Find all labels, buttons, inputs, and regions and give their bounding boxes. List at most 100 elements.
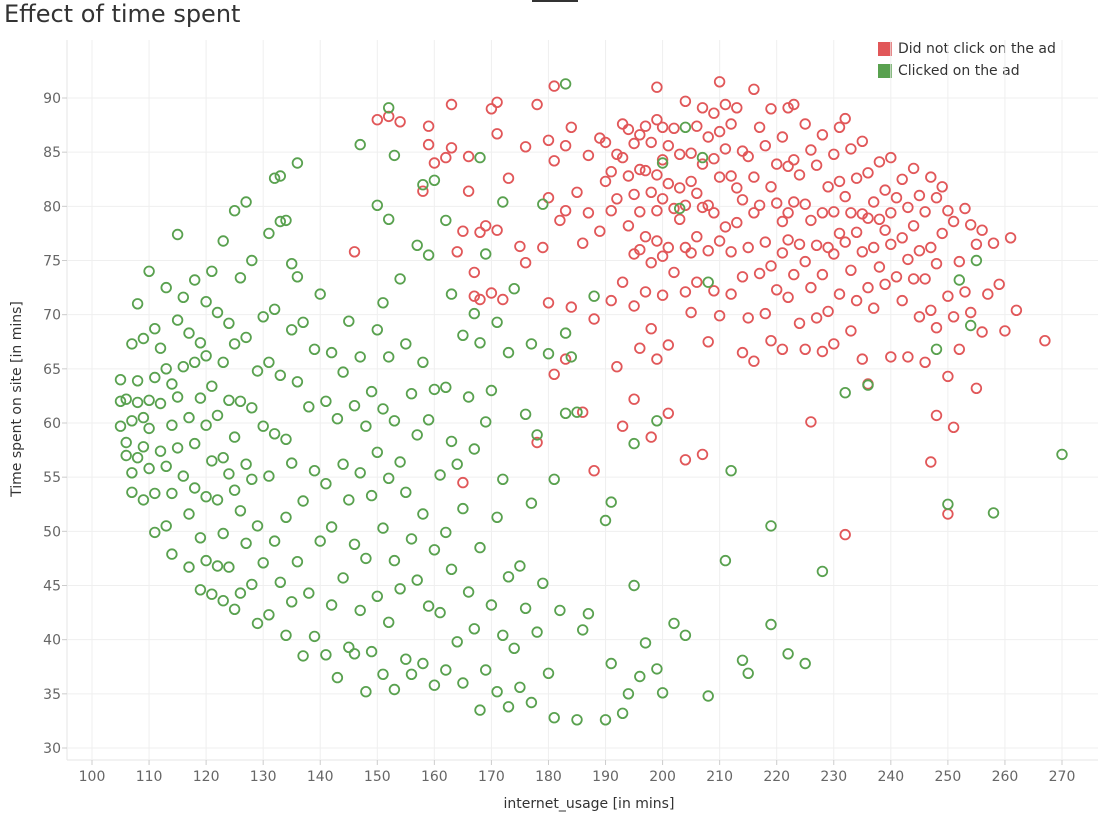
- point-not-clicked[interactable]: [616, 118, 629, 130]
- point-clicked[interactable]: [126, 486, 138, 499]
- point-clicked[interactable]: [365, 385, 378, 398]
- point-not-clicked[interactable]: [708, 207, 720, 219]
- point-not-clicked[interactable]: [662, 139, 675, 152]
- point-clicked[interactable]: [451, 636, 463, 648]
- point-clicked[interactable]: [508, 642, 520, 655]
- point-clicked[interactable]: [548, 473, 560, 486]
- point-not-clicked[interactable]: [965, 219, 977, 231]
- point-not-clicked[interactable]: [748, 207, 760, 219]
- point-clicked[interactable]: [200, 296, 212, 308]
- point-clicked[interactable]: [440, 526, 452, 539]
- point-not-clicked[interactable]: [497, 293, 509, 306]
- point-not-clicked[interactable]: [976, 224, 988, 236]
- point-clicked[interactable]: [725, 465, 737, 477]
- point-clicked[interactable]: [497, 473, 509, 486]
- point-clicked[interactable]: [183, 327, 195, 339]
- point-clicked[interactable]: [211, 560, 224, 572]
- point-clicked[interactable]: [383, 102, 395, 114]
- point-clicked[interactable]: [217, 356, 229, 369]
- point-clicked[interactable]: [297, 495, 309, 507]
- point-clicked[interactable]: [468, 443, 481, 455]
- legend-item-clicked[interactable]: Clicked on the ad: [878, 60, 1056, 82]
- point-not-clicked[interactable]: [651, 235, 663, 247]
- point-not-clicked[interactable]: [822, 181, 834, 193]
- point-not-clicked[interactable]: [691, 276, 703, 288]
- point-clicked[interactable]: [571, 406, 583, 418]
- point-not-clicked[interactable]: [942, 204, 954, 217]
- point-clicked[interactable]: [445, 288, 458, 300]
- point-clicked[interactable]: [428, 679, 441, 691]
- point-clicked[interactable]: [565, 351, 578, 363]
- point-clicked[interactable]: [286, 324, 298, 336]
- point-not-clicked[interactable]: [582, 207, 595, 219]
- point-not-clicked[interactable]: [862, 167, 874, 179]
- point-clicked[interactable]: [166, 487, 178, 500]
- point-not-clicked[interactable]: [902, 351, 914, 363]
- point-not-clicked[interactable]: [942, 290, 954, 302]
- point-clicked[interactable]: [491, 316, 503, 329]
- point-clicked[interactable]: [485, 599, 498, 611]
- point-clicked[interactable]: [149, 371, 161, 384]
- point-not-clicked[interactable]: [907, 220, 920, 232]
- point-clicked[interactable]: [862, 379, 874, 391]
- point-clicked[interactable]: [765, 618, 777, 631]
- point-not-clicked[interactable]: [976, 326, 988, 338]
- point-not-clicked[interactable]: [696, 448, 709, 461]
- point-clicked[interactable]: [114, 395, 127, 408]
- point-clicked[interactable]: [377, 297, 389, 309]
- point-not-clicked[interactable]: [668, 122, 680, 135]
- point-not-clicked[interactable]: [810, 312, 823, 324]
- point-clicked[interactable]: [559, 327, 572, 339]
- point-not-clicked[interactable]: [850, 172, 863, 184]
- point-clicked[interactable]: [440, 381, 452, 394]
- point-clicked[interactable]: [280, 214, 292, 227]
- point-clicked[interactable]: [474, 151, 486, 164]
- point-not-clicked[interactable]: [925, 456, 937, 468]
- point-not-clicked[interactable]: [873, 261, 886, 273]
- point-not-clicked[interactable]: [383, 110, 395, 123]
- point-clicked[interactable]: [166, 548, 178, 560]
- point-clicked[interactable]: [987, 507, 1000, 519]
- point-not-clicked[interactable]: [651, 204, 663, 217]
- point-not-clicked[interactable]: [890, 191, 903, 204]
- point-clicked[interactable]: [149, 526, 161, 539]
- point-not-clicked[interactable]: [742, 312, 754, 324]
- point-not-clicked[interactable]: [645, 257, 657, 269]
- point-not-clicked[interactable]: [474, 226, 486, 239]
- point-not-clicked[interactable]: [719, 98, 732, 111]
- point-clicked[interactable]: [337, 366, 349, 378]
- point-clicked[interactable]: [143, 394, 155, 407]
- point-not-clicked[interactable]: [810, 159, 823, 171]
- point-not-clicked[interactable]: [685, 247, 697, 259]
- point-not-clicked[interactable]: [548, 155, 560, 167]
- point-not-clicked[interactable]: [457, 476, 469, 489]
- point-not-clicked[interactable]: [422, 120, 435, 132]
- point-clicked[interactable]: [325, 599, 338, 611]
- point-not-clicked[interactable]: [833, 227, 846, 240]
- point-not-clicked[interactable]: [628, 188, 640, 201]
- point-not-clicked[interactable]: [1004, 232, 1017, 244]
- point-clicked[interactable]: [331, 671, 344, 684]
- point-clicked[interactable]: [679, 121, 692, 134]
- point-not-clicked[interactable]: [936, 227, 948, 240]
- point-not-clicked[interactable]: [896, 294, 908, 307]
- point-clicked[interactable]: [308, 630, 321, 643]
- point-clicked[interactable]: [308, 465, 321, 477]
- point-not-clicked[interactable]: [674, 182, 686, 194]
- point-not-clicked[interactable]: [371, 113, 384, 126]
- point-not-clicked[interactable]: [736, 271, 749, 283]
- point-clicked[interactable]: [228, 484, 241, 496]
- point-not-clicked[interactable]: [890, 271, 903, 283]
- point-not-clicked[interactable]: [554, 214, 566, 227]
- point-clicked[interactable]: [246, 254, 258, 267]
- point-not-clicked[interactable]: [925, 304, 937, 317]
- point-not-clicked[interactable]: [634, 342, 646, 354]
- point-clicked[interactable]: [217, 235, 229, 247]
- point-clicked[interactable]: [234, 505, 247, 517]
- point-clicked[interactable]: [508, 283, 520, 295]
- point-clicked[interactable]: [137, 441, 150, 453]
- point-clicked[interactable]: [223, 561, 235, 573]
- point-clicked[interactable]: [228, 204, 241, 217]
- point-clicked[interactable]: [525, 497, 538, 509]
